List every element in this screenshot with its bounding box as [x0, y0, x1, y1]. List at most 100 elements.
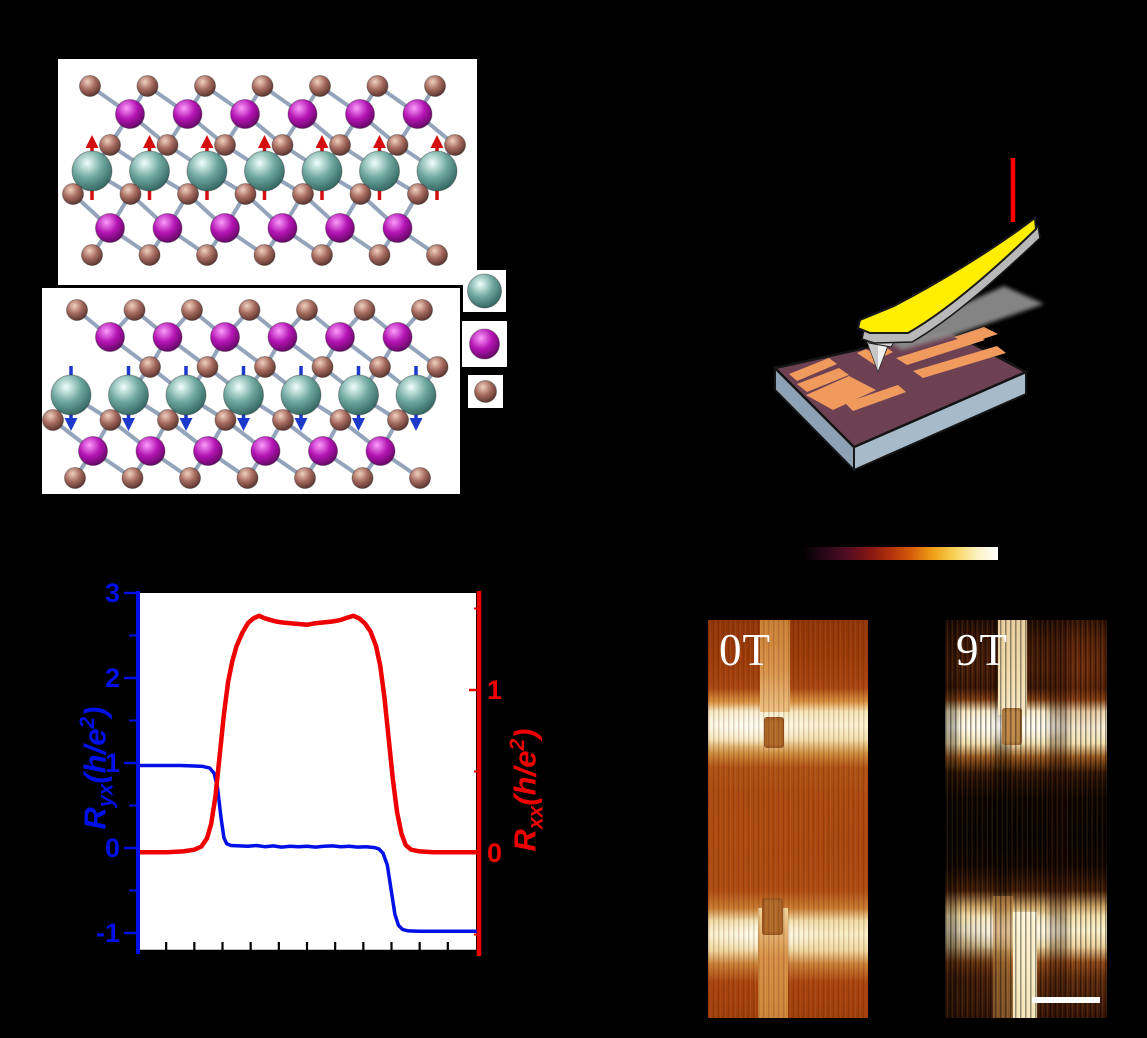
purple-atom: [115, 99, 145, 129]
brown-atom: [194, 75, 216, 97]
teal-atom: [244, 150, 285, 192]
brown-atom: [366, 75, 389, 97]
spin-arrow-head-icon: [64, 418, 78, 431]
brown-atom: [294, 467, 316, 489]
brown-atom: [426, 356, 449, 378]
brown-atom: [251, 75, 274, 97]
spin-arrow-head-icon: [143, 135, 156, 148]
brown-atom: [99, 409, 122, 431]
electrode-notch: [762, 898, 783, 935]
scale-bar: [1032, 997, 1100, 1003]
teal-atom: [359, 150, 400, 192]
brown-atom: [309, 75, 331, 97]
right-tick-label: 0: [487, 838, 502, 868]
purple-atom: [230, 99, 260, 129]
purple-atom: [382, 213, 413, 243]
purple-atom-icon: [469, 328, 500, 360]
brown-atom: [311, 356, 334, 378]
brown-atom: [196, 244, 218, 266]
purple-atom: [78, 436, 108, 466]
brown-atom: [119, 183, 142, 205]
purple-atom: [402, 99, 433, 129]
lattice-layer-spins-up: [62, 75, 466, 266]
teal-atom: [338, 374, 379, 416]
mfm-setup-illustration: [772, 158, 1044, 473]
field-label-9T: 9T: [956, 625, 1008, 675]
brown-atom: [409, 467, 431, 489]
brown-atom: [236, 467, 259, 489]
brown-atom: [62, 183, 84, 205]
brown-atom: [292, 183, 314, 205]
purple-atom: [210, 213, 240, 243]
purple-atom: [250, 436, 281, 466]
spin-arrow-head-icon: [294, 418, 308, 431]
brown-atom: [179, 467, 201, 489]
brown-atom: [66, 299, 88, 321]
crystal-structure-spins-up-panel: [58, 59, 477, 285]
legend-medium-purple-atom: [462, 321, 507, 367]
brown-atom: [238, 299, 261, 321]
electrode-stripe: [758, 908, 788, 1018]
brown-atom-icon: [474, 380, 497, 403]
brown-atom: [426, 244, 448, 266]
electrode-stripe: [993, 896, 1013, 1018]
brown-atom: [121, 467, 144, 489]
cantilever: [856, 216, 1041, 344]
spin-arrow-head-icon: [85, 135, 99, 148]
teal-atom: [71, 150, 113, 192]
brown-atom: [329, 134, 351, 156]
purple-atom: [152, 213, 183, 243]
brown-atom: [272, 409, 294, 431]
purple-atom: [308, 436, 338, 466]
brown-atom: [296, 299, 318, 321]
purple-atom: [267, 213, 298, 243]
spin-arrow-head-icon: [315, 135, 329, 148]
electrode-notch: [764, 717, 784, 748]
teal-atom: [129, 150, 170, 192]
curve-Rxx: [138, 613, 479, 855]
brown-atom: [311, 244, 333, 266]
spin-arrow-head-icon: [430, 135, 444, 148]
teal-atom: [108, 374, 149, 416]
teal-atom: [280, 374, 322, 416]
brown-atom: [136, 75, 159, 97]
brown-atom: [123, 299, 146, 321]
purple-atom: [287, 99, 318, 129]
plot-area: 3 2 1 0 -1 1 0: [96, 578, 502, 956]
legend-small-brown-atom: [468, 375, 503, 408]
brown-atom: [329, 409, 352, 431]
brown-atom: [369, 356, 391, 378]
brown-atom: [349, 183, 372, 205]
electrode-notch: [1002, 708, 1022, 745]
brown-atom: [387, 409, 409, 431]
brown-atom: [157, 409, 179, 431]
brown-atom: [368, 244, 391, 266]
brown-atom: [234, 183, 257, 205]
purple-atom: [95, 322, 125, 352]
crystal-structure-spins-down-panel: [42, 288, 460, 494]
purple-atom: [152, 322, 183, 352]
brown-atom: [177, 183, 199, 205]
brown-atom: [79, 75, 101, 97]
brown-atom: [386, 134, 409, 156]
left-tick-label: 1: [105, 748, 120, 778]
brown-atom: [353, 299, 376, 321]
brown-atom: [139, 356, 161, 378]
lattice-layer-spins-down: [42, 299, 449, 489]
right-tick-label: 1: [487, 675, 502, 705]
teal-atom-icon: [467, 273, 502, 309]
brown-atom: [81, 244, 103, 266]
brown-atom: [424, 75, 446, 97]
plot-background: [138, 593, 476, 952]
teal-atom: [165, 374, 207, 416]
spin-arrow-head-icon: [122, 418, 135, 431]
spin-arrow-head-icon: [179, 418, 193, 431]
teal-atom: [186, 150, 228, 192]
purple-atom: [135, 436, 166, 466]
brown-atom: [351, 467, 374, 489]
purple-atom: [193, 436, 223, 466]
teal-atom: [50, 374, 92, 416]
purple-atom: [382, 322, 413, 352]
legend-large-teal-atom: [463, 270, 506, 312]
